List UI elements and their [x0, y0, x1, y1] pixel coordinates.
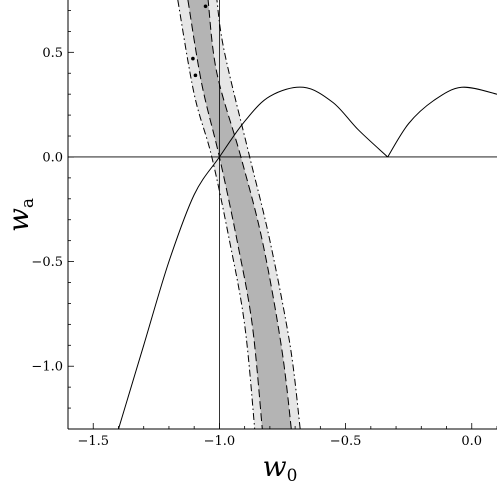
- y-tick-label: −1.0: [31, 360, 63, 375]
- y-axis-title: wa: [2, 198, 38, 232]
- contour-outer-left-edge: [177, 0, 256, 429]
- y-tick-label: 0.5: [42, 46, 63, 61]
- data-point-1: [203, 4, 208, 9]
- x-axis-title: w0: [263, 450, 298, 484]
- y-tick-label: 0.0: [42, 150, 63, 165]
- contour-outer-right-edge: [216, 0, 301, 429]
- data-point-2: [191, 56, 195, 61]
- series-curve-segment-1: [118, 86, 389, 429]
- x-tick-label: −1.0: [204, 434, 236, 449]
- contour-inner-right-edge: [207, 0, 292, 429]
- contour-inner-left-edge: [187, 0, 263, 429]
- x-tick-label: −0.5: [330, 434, 362, 449]
- y-tick-label: −0.5: [31, 255, 63, 270]
- series-curve-segment-2: [387, 86, 497, 158]
- x-tick-label: 0.0: [461, 434, 482, 449]
- region-inner: [187, 0, 292, 429]
- data-point-3: [193, 73, 198, 78]
- x-tick-label: −1.5: [77, 434, 109, 449]
